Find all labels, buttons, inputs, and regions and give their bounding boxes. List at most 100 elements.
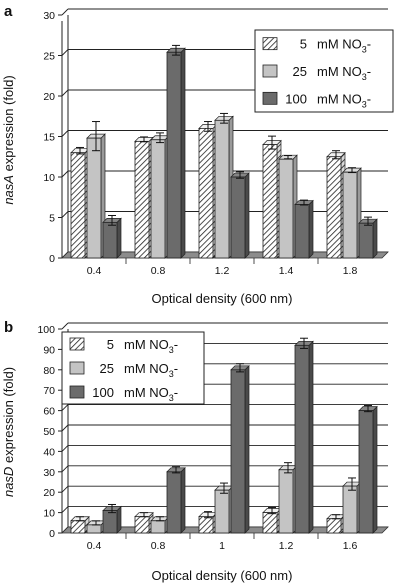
x-tick-label: 1.8 bbox=[343, 265, 358, 277]
bar bbox=[134, 140, 150, 259]
legend-unit: mM NO bbox=[124, 337, 169, 352]
x-tick-label: 1.2 bbox=[215, 265, 230, 277]
legend-label: mM NO3- bbox=[124, 385, 178, 403]
bar bbox=[134, 516, 150, 534]
x-tick-label: 0.4 bbox=[87, 265, 102, 277]
bar-side bbox=[116, 505, 122, 534]
bar bbox=[150, 139, 166, 259]
legend-superscript: - bbox=[174, 337, 178, 352]
legend-swatch bbox=[69, 385, 85, 399]
bar bbox=[294, 204, 310, 259]
bar-side bbox=[244, 364, 250, 534]
bar bbox=[198, 516, 214, 534]
y-tick-label: 10 bbox=[43, 172, 55, 184]
bar bbox=[278, 158, 294, 259]
legend-superscript: - bbox=[367, 37, 371, 52]
legend-swatch bbox=[262, 37, 278, 51]
gridline-side bbox=[61, 130, 69, 137]
legend-label: mM NO3- bbox=[317, 91, 371, 109]
y-tick-label: 60 bbox=[43, 406, 55, 418]
y-axis-title-b: nasD expression (fold) bbox=[1, 367, 16, 497]
bar-side bbox=[372, 218, 378, 259]
legend-unit: mM NO bbox=[317, 64, 362, 79]
legend-unit: mM NO bbox=[317, 37, 362, 52]
bar bbox=[166, 471, 182, 534]
legend-swatch bbox=[69, 337, 85, 351]
gridline-side bbox=[61, 404, 69, 411]
bar bbox=[102, 221, 118, 259]
legend-subscript: 3 bbox=[362, 72, 367, 82]
legend-concentration: 5 bbox=[107, 337, 114, 352]
bar bbox=[342, 171, 358, 259]
y-tick-label: 20 bbox=[43, 487, 55, 499]
y-axis-title-rest-b: expression (fold) bbox=[1, 367, 16, 467]
legend-a: 5 mM NO3-25 mM NO3-100 mM NO3- bbox=[254, 29, 394, 113]
bar bbox=[342, 485, 358, 534]
bar-side bbox=[372, 405, 378, 534]
legend-concentration: 25 bbox=[293, 64, 307, 79]
x-tick-label: 1.6 bbox=[343, 540, 358, 552]
bar bbox=[150, 520, 166, 534]
x-tick-label: 1.2 bbox=[279, 540, 294, 552]
legend-label: mM NO3- bbox=[317, 64, 371, 82]
bar-side bbox=[180, 466, 186, 534]
bar bbox=[294, 344, 310, 534]
x-axis-title-a: Optical density (600 nm) bbox=[152, 291, 293, 306]
legend-swatch bbox=[262, 91, 278, 105]
bar bbox=[214, 119, 230, 259]
bar bbox=[102, 510, 118, 534]
y-tick-label: 30 bbox=[43, 10, 55, 22]
bar bbox=[326, 518, 342, 534]
gridline-side bbox=[61, 89, 69, 97]
panel-letter-b: b bbox=[4, 319, 13, 336]
legend-subscript: 3 bbox=[169, 345, 174, 355]
legend-subscript: 3 bbox=[169, 393, 174, 403]
bar-side bbox=[116, 217, 122, 259]
chart-panel-b: b 0 10 20 30 40 50 60 70 80 90 100 0.4 0.8 1 1.2 1.6 n… bbox=[1, 319, 389, 583]
panel-letter-a: a bbox=[4, 3, 13, 20]
y-tick-label: 5 bbox=[49, 213, 55, 225]
legend-concentration: 100 bbox=[285, 91, 307, 106]
legend-label: mM NO3- bbox=[317, 37, 371, 55]
bar bbox=[230, 369, 246, 534]
bar bbox=[230, 176, 246, 259]
bar-side bbox=[308, 199, 314, 259]
gridline-side bbox=[61, 465, 69, 473]
bar bbox=[262, 144, 278, 259]
bar bbox=[326, 156, 342, 259]
x-tick-label: 0.8 bbox=[151, 540, 166, 552]
gridline-side bbox=[61, 211, 69, 218]
y-tick-label: 90 bbox=[43, 344, 55, 356]
legend-label: mM NO3- bbox=[124, 361, 178, 379]
chart-panel-a: a 0 5 10 15 20 25 30 0.4 0.8 1.2 1.4 1.8 nasA expr… bbox=[1, 3, 394, 306]
legend-subscript: 3 bbox=[362, 99, 367, 109]
y-tick-label: 25 bbox=[43, 51, 55, 63]
y-tick-label: 20 bbox=[43, 91, 55, 103]
y-tick-label: 10 bbox=[43, 508, 55, 520]
bar bbox=[262, 512, 278, 534]
legend-label: mM NO3- bbox=[124, 337, 178, 355]
legend-superscript: - bbox=[174, 385, 178, 400]
x-axis-title-b: Optical density (600 nm) bbox=[152, 568, 293, 583]
y-tick-label: 80 bbox=[43, 365, 55, 377]
y-tick-label: 15 bbox=[43, 132, 55, 144]
gridline-side bbox=[61, 485, 69, 493]
legend-box bbox=[254, 29, 394, 113]
bar-side bbox=[308, 340, 314, 534]
legend-box bbox=[61, 331, 205, 405]
legend-subscript: 3 bbox=[169, 369, 174, 379]
legend-concentration: 100 bbox=[92, 385, 114, 400]
legend-superscript: - bbox=[367, 64, 371, 79]
x-tick-label: 1.4 bbox=[279, 265, 294, 277]
bar bbox=[214, 489, 230, 534]
legend-unit: mM NO bbox=[317, 91, 362, 106]
y-axis-title-a: nasA expression (fold) bbox=[1, 75, 16, 204]
bar bbox=[358, 410, 374, 534]
bar bbox=[358, 222, 374, 259]
legend-b: 5 mM NO3-25 mM NO3-100 mM NO3- bbox=[61, 331, 205, 405]
bar bbox=[70, 520, 86, 534]
gridline-side bbox=[61, 424, 69, 432]
gridline-side bbox=[61, 506, 69, 513]
bar bbox=[86, 524, 102, 534]
